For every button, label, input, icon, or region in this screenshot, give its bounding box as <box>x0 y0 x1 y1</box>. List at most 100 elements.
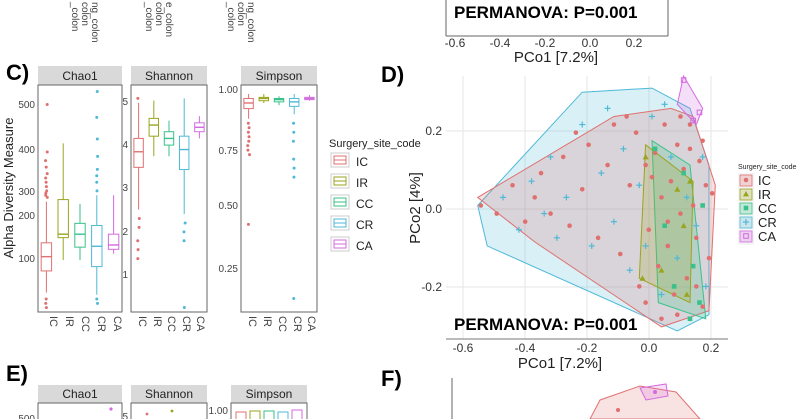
scatter-point <box>678 211 683 216</box>
simpson-xtick: CC <box>276 316 288 332</box>
scatter-point <box>675 142 680 148</box>
scatter-point <box>567 223 572 229</box>
scatter-point <box>649 174 655 180</box>
legend-label: IC <box>356 155 368 169</box>
outlier-point <box>95 89 99 93</box>
chao1-ytick: 500 <box>18 100 35 111</box>
pcoa-xlabel: PCo1 [7.2%] <box>518 355 602 372</box>
scatter-point <box>681 166 686 172</box>
legend-label: CA <box>758 229 776 244</box>
outlier-point <box>44 301 48 305</box>
outlier-point <box>44 185 48 189</box>
outlier-point <box>45 102 49 106</box>
simpson-box-group <box>243 93 315 301</box>
outlier-point <box>95 137 99 141</box>
hull-ic <box>476 107 716 328</box>
panel-e-preview-marks <box>109 407 303 419</box>
scatter-point <box>706 255 712 261</box>
outlier-point <box>45 172 49 176</box>
scatter-point <box>700 304 705 309</box>
scatter-point <box>642 242 649 249</box>
chao1-xtick: IC <box>47 316 59 327</box>
scatter-point <box>662 223 667 229</box>
box <box>57 199 69 239</box>
scatter-point <box>500 194 507 201</box>
simpson-ytick: 1.00 <box>219 85 239 96</box>
facet-strip-shannon <box>131 66 207 85</box>
facet-title-simpson: Simpson <box>256 69 303 83</box>
hull-cc <box>651 139 707 320</box>
simpson-ytick: 0.50 <box>219 201 239 212</box>
pcoa-gridlines <box>446 76 728 339</box>
scatter-point <box>643 162 648 168</box>
shannon-xtick: CA <box>194 316 206 332</box>
remnant-xtick: -0.4 <box>490 36 511 50</box>
outlier-point <box>170 409 174 413</box>
pcoa-xtick: -0.4 <box>515 341 536 355</box>
outlier-point <box>44 297 48 301</box>
scatter-point <box>674 186 681 192</box>
scatter-point <box>696 109 703 116</box>
remnant-labels-3: ng_colon colon _colon <box>225 1 256 43</box>
scatter-point <box>709 191 715 196</box>
panel-c-label: C) <box>6 60 29 85</box>
scatter-point <box>697 300 702 305</box>
simpson-xticks: IC IR CC CR CA <box>246 316 317 332</box>
scatter-point <box>667 153 674 160</box>
box <box>235 411 247 419</box>
remnant-labels-1: ng_colon colon _colon <box>69 1 100 43</box>
outlier-point <box>45 150 49 154</box>
legend-label: IR <box>356 176 368 190</box>
remnant-xticks: -0.6 -0.4 -0.2 0.0 0.2 <box>445 36 643 50</box>
scatter-point <box>694 284 699 289</box>
remnant-permanova: PERMANOVA: P=0.001 <box>454 3 637 22</box>
scatter-point <box>683 194 690 201</box>
remnant-label: ng_colon <box>89 2 100 43</box>
remnant-label: _colon <box>69 1 80 31</box>
scatter-point <box>658 291 665 298</box>
scatter-point <box>693 222 700 229</box>
scatter-point <box>528 178 535 185</box>
scatter-point <box>595 235 601 241</box>
pcoa-permanova: PERMANOVA: P=0.001 <box>454 315 637 334</box>
scatter-point <box>646 227 652 233</box>
chao1-xtick: CA <box>111 316 123 332</box>
pcoa-ylabel: PCo2 [4%] <box>407 172 424 244</box>
panel-d-label: D) <box>381 62 404 87</box>
remnant-xtick: -0.6 <box>445 36 466 50</box>
box <box>291 409 303 419</box>
panel-f-label: F) <box>381 366 402 391</box>
panel-d-legend: Surgery_site_code IC IR CC CR CA <box>738 164 796 245</box>
legend-labels: IC IR CC CR CA <box>356 155 374 253</box>
outlier-point <box>292 130 296 134</box>
scatter-point <box>626 267 633 274</box>
facet-strip-chao1-e <box>38 385 122 403</box>
outlier-point <box>248 153 252 157</box>
chao1-xticks: IC IR CC CR CA <box>47 316 123 332</box>
box <box>107 233 120 250</box>
chao1-xtick: CR <box>95 316 107 332</box>
scatter-point <box>687 146 693 152</box>
outlier-point <box>292 297 296 301</box>
legend-key <box>739 230 753 243</box>
simpson-xtick: CR <box>291 316 303 332</box>
outlier-point <box>95 180 99 184</box>
scatter-point <box>652 150 658 156</box>
remnant-xtick: -0.2 <box>535 36 556 50</box>
facet-strip-simpson-e <box>231 385 307 403</box>
pcoa-yticks: 0.2 0.0 -0.2 <box>421 124 442 294</box>
outlier-point <box>246 144 250 148</box>
outlier-point <box>137 225 141 229</box>
scatter-point <box>655 263 661 269</box>
scatter-point <box>522 219 528 224</box>
scatter-point <box>686 178 693 184</box>
facet-plot-shannon-e <box>130 402 208 419</box>
scatter-point <box>678 114 683 119</box>
remnant-label: colon <box>79 2 90 26</box>
scatter-point <box>662 122 667 127</box>
pcoa-hulls <box>476 74 716 332</box>
scatter-point <box>560 154 566 160</box>
scatter-point <box>703 182 709 188</box>
scatter-point <box>579 186 585 192</box>
scatter-point <box>680 77 687 83</box>
